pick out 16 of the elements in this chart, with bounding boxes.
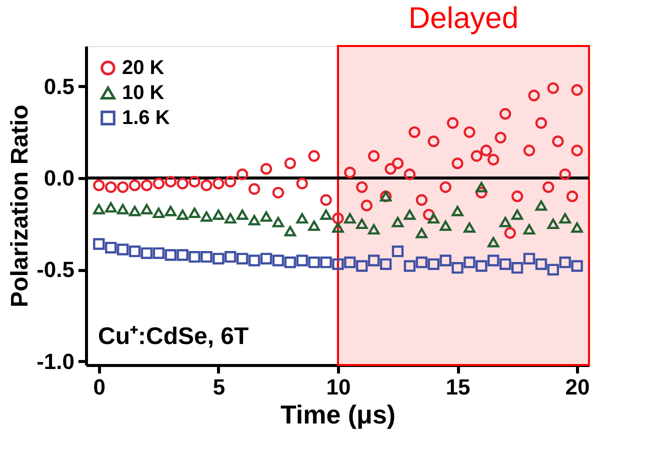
annotation: Cu⁺:CdSe, 6T (98, 323, 250, 350)
legend-label: 20 K (122, 57, 165, 79)
y-axis-title: Polarization Ratio (6, 104, 34, 308)
y-tick-label: 0.0 (44, 166, 74, 190)
x-tick-label: 10 (326, 374, 351, 400)
band-label: Delayed (408, 2, 519, 35)
x-axis-title: Time (μs) (280, 400, 396, 430)
x-tick-label: 5 (212, 374, 226, 400)
y-tick-label: -1.0 (36, 348, 74, 374)
legend-label: 1.6 K (122, 107, 170, 129)
y-tick-label: -0.5 (36, 257, 74, 282)
legend-label: 10 K (122, 82, 165, 104)
y-tick-label: 0.5 (44, 74, 74, 99)
x-tick-label: 20 (565, 374, 590, 400)
x-tick-label: 15 (446, 374, 470, 400)
x-tick-label: 0 (93, 374, 106, 400)
